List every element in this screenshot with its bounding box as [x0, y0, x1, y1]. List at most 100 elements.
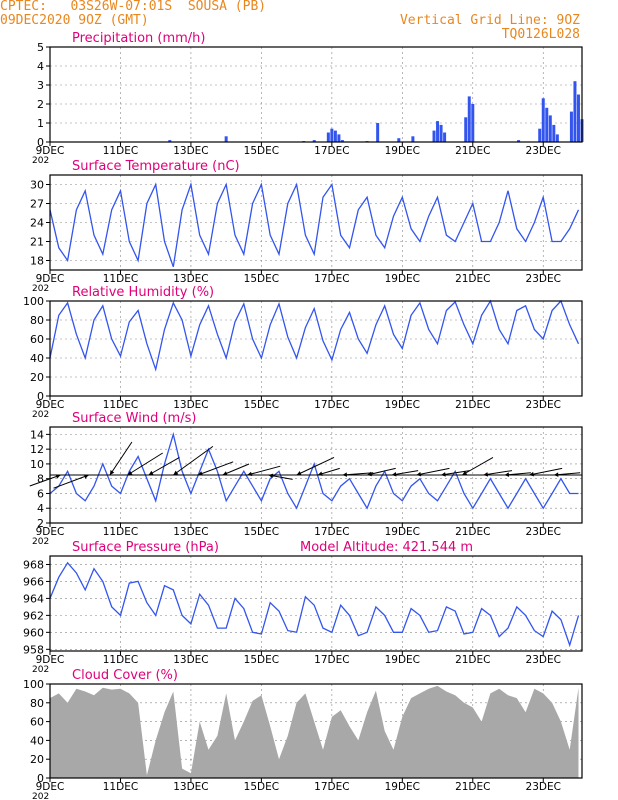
- precip-bar: [576, 94, 580, 142]
- pressure-xtick-label: 15DEC: [244, 654, 279, 666]
- wind-vector-head: [367, 471, 372, 477]
- cloud-area: [50, 685, 579, 778]
- precip-bar: [439, 124, 443, 142]
- pressure-xtick-label: 11DEC: [103, 654, 138, 666]
- precip-bar: [333, 130, 337, 142]
- wind-vector-head: [127, 470, 133, 475]
- cloud-xtick-label: 9DEC: [36, 781, 65, 793]
- cloud-ytick-label: 80: [30, 697, 44, 710]
- wind-vector-arrow: [342, 472, 374, 476]
- wind-year-label: 202: [32, 537, 49, 547]
- wind-vector-arrow: [127, 452, 163, 476]
- precip-bar: [312, 140, 316, 142]
- wind-vector-head: [416, 471, 422, 477]
- precip-xtick-label: 23DEC: [526, 145, 561, 157]
- wind-vector-arrow: [483, 470, 513, 476]
- cloud-ytick-label: 40: [30, 734, 44, 747]
- precip-bar: [555, 134, 559, 142]
- pressure-ytick-label: 962: [23, 609, 44, 622]
- wind-xtick-label: 15DEC: [244, 526, 279, 538]
- precip-bar: [436, 121, 440, 142]
- rh-ytick-label: 60: [30, 333, 44, 346]
- pressure-xtick-label: 21DEC: [455, 654, 490, 666]
- precip-frame: [49, 46, 583, 143]
- rh-xtick-label: 19DEC: [385, 399, 420, 411]
- precip-bar: [330, 128, 334, 142]
- rh-xtick-label: 9DEC: [36, 399, 65, 411]
- pressure-series-line: [49, 561, 580, 648]
- rh-ytick-label: 100: [23, 295, 44, 308]
- wind-vector-arrow: [173, 445, 214, 476]
- wind-vector-head: [342, 472, 347, 477]
- wind-vector-head: [109, 470, 115, 475]
- wind-vector-arrow: [109, 441, 133, 476]
- wind-ytick-label: 2: [37, 517, 44, 530]
- precip-bar: [397, 138, 401, 142]
- wind-ytick-label: 6: [37, 487, 44, 500]
- pressure-xtick-label: 17DEC: [314, 654, 349, 666]
- wind-ytick-label: 8: [37, 473, 44, 486]
- precip-bar: [411, 136, 415, 142]
- wind-xtick-label: 23DEC: [526, 526, 561, 538]
- temp-xtick-label: 15DEC: [244, 273, 279, 285]
- rh-xtick-label: 13DEC: [173, 399, 208, 411]
- wind-vector-head: [173, 470, 179, 475]
- temp-ytick-label: 30: [30, 179, 44, 192]
- cloud-xtick-label: 19DEC: [385, 781, 420, 793]
- precip-bar: [376, 123, 380, 142]
- rh-xtick-label: 23DEC: [526, 399, 561, 411]
- precip-ytick-label: 3: [37, 79, 44, 92]
- cloud-ytick-label: 20: [30, 753, 44, 766]
- pressure-xtick-label: 19DEC: [385, 654, 420, 666]
- pressure-panel: [46, 555, 583, 655]
- precip-bar: [548, 115, 552, 142]
- temp-panel: [46, 174, 583, 274]
- precip-bar: [467, 96, 471, 142]
- wind-xtick-label: 21DEC: [455, 526, 490, 538]
- rh-xtick-label: 17DEC: [314, 399, 349, 411]
- wind-vector-head: [197, 471, 203, 476]
- temp-year-label: 202: [32, 284, 49, 294]
- pressure-ytick-label: 968: [23, 558, 44, 571]
- temp-frame: [49, 174, 583, 271]
- wind-vector-arrow: [148, 456, 180, 476]
- wind-vector-head: [222, 471, 228, 476]
- precip-bar: [545, 107, 549, 142]
- precip-bar: [471, 104, 475, 142]
- wind-series-line: [49, 431, 579, 510]
- temp-ytick-label: 27: [30, 198, 44, 211]
- precip-bar: [337, 134, 341, 142]
- date-header: 09DEC2020 9OZ (GMT): [0, 13, 149, 28]
- precip-xtick-label: 13DEC: [173, 145, 208, 157]
- rh-frame: [49, 300, 583, 397]
- wind-frame: [49, 426, 583, 524]
- rh-ytick-label: 40: [30, 352, 44, 365]
- wind-vector-head: [268, 473, 274, 478]
- wind-title: Surface Wind (m/s): [72, 411, 196, 426]
- precip-ytick-label: 0: [37, 136, 44, 149]
- precip-bar: [538, 128, 542, 142]
- model-code: TQ0126L028: [501, 27, 580, 42]
- precip-bar: [464, 117, 468, 142]
- temp-xtick-label: 11DEC: [103, 273, 138, 285]
- wind-vector-head: [553, 472, 559, 477]
- temp-ytick-label: 21: [30, 236, 44, 249]
- rh-panel: [46, 299, 583, 400]
- pressure-xtick-label: 13DEC: [173, 654, 208, 666]
- station-header: CPTEC: 03S26W-07:01S SOUSA (PB): [0, 0, 267, 14]
- precip-ytick-label: 1: [37, 117, 44, 130]
- rh-xtick-label: 11DEC: [103, 399, 138, 411]
- pressure-xtick-label: 23DEC: [526, 654, 561, 666]
- wind-vector-head: [391, 472, 397, 477]
- rh-title: Relative Humidity (%): [72, 285, 214, 300]
- pressure-ytick-label: 960: [23, 626, 44, 639]
- rh-xtick-label: 15DEC: [244, 399, 279, 411]
- wind-xtick-label: 17DEC: [314, 526, 349, 538]
- rh-xtick-label: 21DEC: [455, 399, 490, 411]
- cloud-xtick-label: 13DEC: [173, 781, 208, 793]
- wind-vector-head: [441, 472, 446, 477]
- temp-title: Surface Temperature (nC): [72, 159, 240, 174]
- precip-xtick-label: 21DEC: [455, 145, 490, 157]
- wind-vector-arrow: [53, 474, 89, 489]
